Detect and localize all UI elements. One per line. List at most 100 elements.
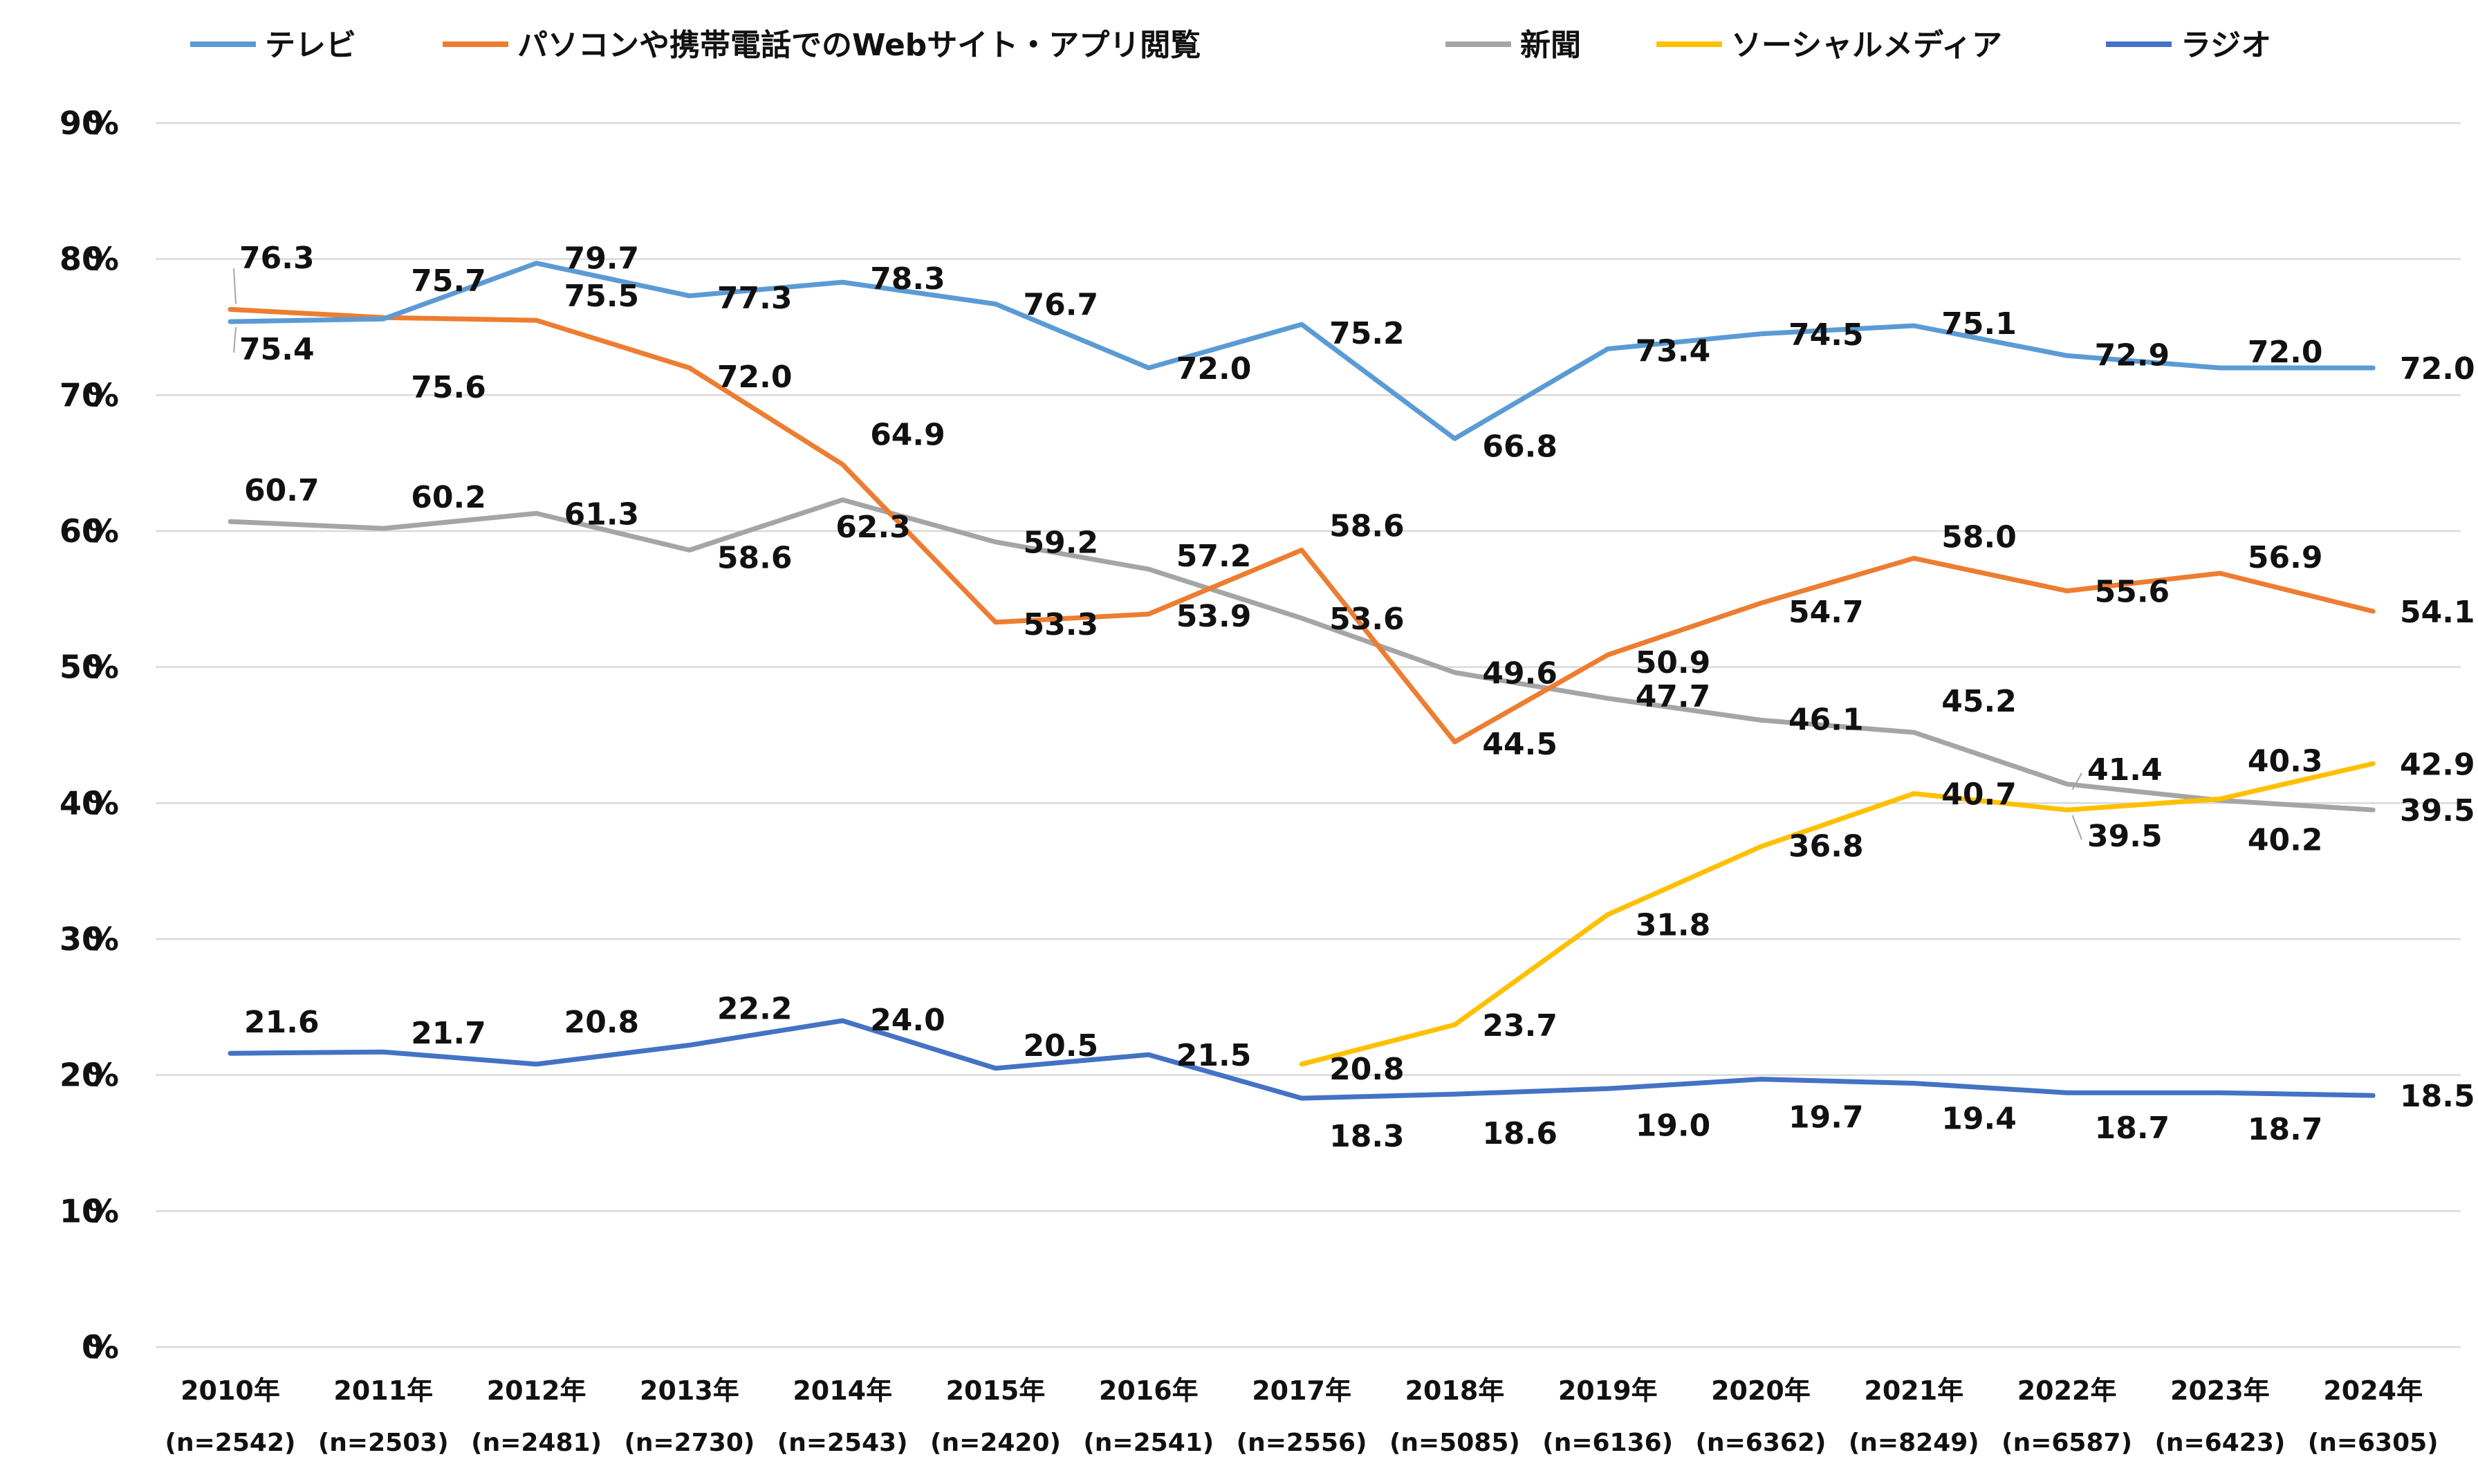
data-label-newspaper: 47.7 (1636, 679, 1711, 714)
data-label-social: 40.3 (2248, 743, 2323, 779)
data-label-newspaper: 62.3 (835, 510, 911, 545)
data-label-web: 76.3 (239, 241, 315, 276)
data-label-social: 39.5 (2087, 819, 2163, 854)
x-tick-year: 2020年 (1711, 1375, 1811, 1406)
data-label-tv: 75.7 (411, 263, 486, 299)
legend-label-radio: ラジオ (2181, 28, 2271, 63)
data-label-radio: 19.7 (1788, 1100, 1864, 1135)
y-tick-unit: % (87, 1328, 119, 1366)
data-label-social: 42.9 (2400, 747, 2475, 782)
data-label-radio: 21.6 (244, 1005, 320, 1040)
data-label-web: 54.1 (2400, 595, 2475, 630)
data-label-newspaper: 45.2 (1941, 684, 2017, 719)
data-labels: 75.4 75.7 79.7 77.3 78.3 76.7 72.0 75.2 66.8 73.4… (239, 241, 2475, 1154)
y-tick-label: 30 (59, 920, 104, 958)
data-label-radio: 18.3 (1329, 1119, 1405, 1154)
data-label-radio: 24.0 (870, 1003, 945, 1038)
data-label-web: 75.5 (564, 279, 640, 314)
data-label-radio: 20.8 (564, 1005, 640, 1040)
x-tick-sample-size: (n=2543) (777, 1429, 908, 1457)
y-tick-label: 50 (59, 649, 104, 686)
data-label-tv: 74.5 (1788, 317, 1864, 353)
grid-lines (156, 122, 2461, 1348)
data-label-radio: 19.0 (1636, 1108, 1711, 1143)
data-label-newspaper: 53.6 (1329, 602, 1405, 637)
data-label-radio: 21.5 (1176, 1038, 1252, 1073)
data-label-tv: 79.7 (564, 241, 640, 277)
x-tick-sample-size: (n=6423) (2154, 1429, 2285, 1457)
x-tick-sample-size: (n=2503) (318, 1429, 449, 1457)
data-label-web: 72.0 (717, 360, 793, 395)
data-label-web: 64.9 (870, 418, 945, 453)
leader-lines (233, 268, 2082, 840)
x-tick-year: 2016年 (1099, 1375, 1199, 1406)
x-tick-year: 2023年 (2170, 1375, 2270, 1406)
data-label-newspaper: 57.2 (1176, 539, 1252, 574)
y-tick-unit: % (87, 241, 119, 278)
y-axis: 0%10%20%30%40%50%60%70%80%90% (59, 104, 119, 1366)
data-label-newspaper: 46.1 (1788, 702, 1864, 737)
series-line-social (1299, 761, 2376, 1067)
x-tick-year: 2010年 (181, 1375, 280, 1406)
data-label-tv: 72.9 (2095, 337, 2170, 373)
data-label-web: 54.7 (1788, 595, 1864, 630)
data-label-newspaper: 39.5 (2400, 793, 2475, 828)
y-tick-label: 60 (59, 512, 104, 550)
data-label-radio: 20.5 (1024, 1028, 1099, 1064)
legend-label-web: パソコンや携帯電話でのWebサイト・アプリ閲覧 (517, 28, 1201, 63)
y-tick-unit: % (87, 1192, 119, 1230)
y-tick-unit: % (87, 649, 119, 686)
data-label-newspaper: 58.6 (717, 541, 793, 576)
y-tick-unit: % (87, 784, 119, 822)
y-tick-label: 90 (59, 104, 104, 142)
data-label-newspaper: 59.2 (1024, 526, 1099, 561)
data-label-tv: 75.4 (239, 332, 315, 367)
legend-label-newspaper: 新聞 (1520, 28, 1581, 63)
x-tick-sample-size: (n=6305) (2308, 1429, 2439, 1457)
x-tick-sample-size: (n=2420) (930, 1429, 1061, 1457)
data-label-tv: 77.3 (717, 281, 793, 316)
data-label-social: 23.7 (1482, 1008, 1557, 1044)
legend-label-tv: テレビ (265, 28, 356, 63)
data-label-web: 50.9 (1636, 645, 1711, 680)
data-label-tv: 75.1 (1941, 306, 2017, 342)
legend-label-social: ソーシャルメディア (1731, 28, 2002, 63)
x-tick-sample-size: (n=6362) (1696, 1429, 1827, 1457)
data-label-radio: 18.7 (2248, 1112, 2323, 1147)
data-label-web: 53.3 (1024, 607, 1099, 642)
data-label-tv: 66.8 (1482, 429, 1557, 464)
data-label-tv: 76.7 (1024, 288, 1099, 323)
x-tick-sample-size: (n=6136) (1542, 1429, 1673, 1457)
y-tick-label: 20 (59, 1057, 104, 1094)
x-tick-sample-size: (n=5085) (1389, 1429, 1520, 1457)
series-line-newspaper (228, 497, 2376, 813)
y-tick-unit: % (87, 512, 119, 550)
data-label-newspaper: 40.2 (2248, 822, 2323, 857)
data-label-tv: 78.3 (870, 261, 945, 297)
y-tick-label: 80 (59, 241, 104, 278)
data-label-web: 55.6 (2095, 575, 2170, 610)
data-label-web: 58.6 (1329, 509, 1405, 544)
data-label-radio: 18.7 (2095, 1111, 2170, 1146)
data-label-web: 44.5 (1482, 727, 1557, 762)
x-tick-sample-size: (n=2481) (471, 1429, 602, 1457)
legend: テレビ パソコンや携帯電話でのWebサイト・アプリ閲覧 新聞 ソーシャルメディア ラジオ (190, 28, 2271, 63)
y-tick-unit: % (87, 920, 119, 958)
y-tick-label: 0 (82, 1328, 104, 1366)
data-label-newspaper: 41.4 (2087, 752, 2163, 788)
x-tick-year: 2018年 (1405, 1375, 1505, 1406)
data-label-web: 58.0 (1941, 519, 2017, 555)
x-axis: 2010年 (n=2542) 2011年 (n=2503) 2012年 (n=2481) 2… (165, 1375, 2439, 1457)
x-tick-year: 2017年 (1252, 1375, 1351, 1406)
data-label-radio: 19.4 (1941, 1101, 2017, 1136)
x-tick-year: 2024年 (2323, 1375, 2423, 1406)
x-tick-year: 2015年 (946, 1375, 1046, 1406)
x-tick-year: 2022年 (2017, 1375, 2117, 1406)
x-tick-sample-size: (n=2556) (1237, 1429, 1367, 1457)
series-line-tv (228, 261, 2376, 441)
data-label-tv: 72.0 (1176, 351, 1252, 387)
y-tick-label: 40 (59, 784, 104, 822)
data-label-radio: 18.5 (2400, 1079, 2475, 1114)
x-tick-year: 2012年 (487, 1375, 586, 1406)
